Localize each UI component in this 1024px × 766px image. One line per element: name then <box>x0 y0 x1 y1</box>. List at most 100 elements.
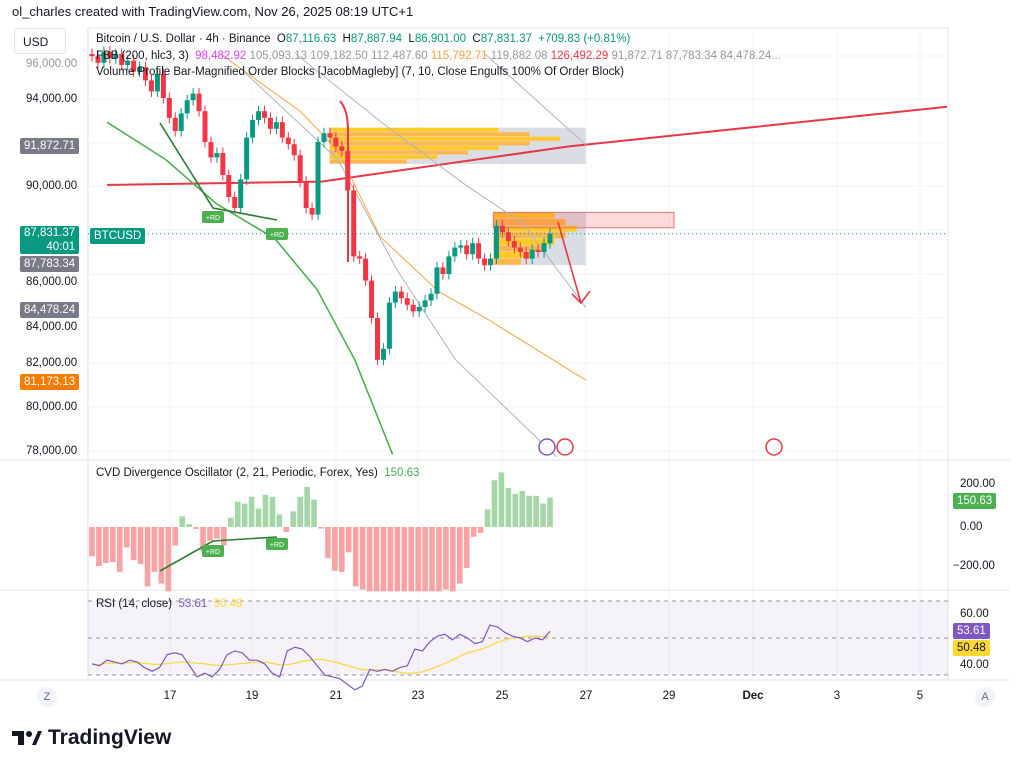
cvd-bar <box>394 527 401 592</box>
cvd-bar <box>498 472 505 527</box>
candle <box>351 190 357 257</box>
rsi-legend[interactable]: RSI (14, close) 53.61 50.48 <box>96 598 242 610</box>
fbb-legend[interactable]: FBB (200, hlc3, 3) 98,482.92 105,093.13 … <box>96 50 781 62</box>
auto-scale-button[interactable]: A <box>975 687 995 707</box>
volume-profile-bar <box>493 258 522 265</box>
candle <box>404 298 410 305</box>
volume-profile-bar <box>329 136 561 141</box>
fbb-value: 105,093.13 <box>249 50 311 62</box>
event-flag-icon <box>765 438 783 456</box>
cvd-bar <box>450 527 456 592</box>
price-tick: 84,000.00 <box>26 321 78 333</box>
cvd-bar <box>512 493 519 527</box>
time-tick: 5 <box>916 690 924 702</box>
candle <box>428 293 434 301</box>
timezone-button[interactable]: Z <box>37 687 57 707</box>
chart-frame <box>87 27 949 681</box>
volume-profile-bar <box>493 219 566 226</box>
cvd-bar <box>436 527 442 592</box>
rsi-badge: 53.61 <box>953 623 990 639</box>
cvd-bar <box>339 527 345 572</box>
orange-band-line <box>220 53 587 381</box>
volume-profile-bar <box>493 238 555 245</box>
tradingview-logo[interactable]: TradingView <box>12 726 171 750</box>
cvd-bar <box>443 527 449 590</box>
rd-label-bg <box>202 545 224 557</box>
price-tick: 78,000.00 <box>26 445 78 457</box>
candle <box>148 80 154 92</box>
candle <box>369 280 375 318</box>
candle <box>131 60 137 72</box>
symbol-title[interactable]: Bitcoin / U.S. Dollar · 4h · Binance <box>96 33 271 45</box>
vp-legend[interactable]: Volume Profile Bar-Magnified Order Block… <box>96 66 624 78</box>
cvd-bar <box>172 527 179 546</box>
price-tick: 94,000.00 <box>26 93 78 105</box>
candle <box>511 241 517 248</box>
rd-label: +RD <box>270 542 284 549</box>
cvd-bar <box>214 527 220 539</box>
candle <box>190 93 196 101</box>
cvd-legend[interactable]: CVD Divergence Oscillator (2, 21, Period… <box>96 467 419 479</box>
event-flag-icon <box>538 438 556 456</box>
candle <box>410 304 416 312</box>
candle <box>160 73 166 98</box>
candle <box>250 120 256 138</box>
time-tick: 21 <box>329 690 343 702</box>
rsi-ma-line <box>91 635 551 675</box>
cvd-bar <box>193 527 199 529</box>
cvd-bar <box>276 514 283 527</box>
rsi-line <box>91 624 551 691</box>
high-value: 87,887.94 <box>350 33 403 45</box>
candle <box>488 258 494 266</box>
cvd-bar <box>227 517 234 527</box>
candle <box>303 181 309 208</box>
candle <box>202 111 208 142</box>
last-price: 87,831.37 <box>24 227 76 239</box>
cvd-bar <box>262 494 269 527</box>
candle <box>261 111 267 118</box>
cvd-bar <box>269 496 276 527</box>
price-tick: 80,000.00 <box>26 401 78 413</box>
cvd-divergence-line <box>159 536 278 572</box>
price-tick: 82,000.00 <box>26 357 78 369</box>
candle <box>154 73 160 92</box>
candle <box>291 144 297 156</box>
time-tick: 25 <box>495 690 509 702</box>
candle <box>357 256 363 259</box>
cvd-bar <box>470 527 477 537</box>
time-tick: 29 <box>662 690 676 702</box>
price-tick: 86,000.00 <box>26 276 78 288</box>
cvd-bar <box>311 499 317 527</box>
open-label: O <box>276 33 286 45</box>
curved-drawing <box>339 100 349 262</box>
candle <box>493 225 499 259</box>
cvd-value: 150.63 <box>384 467 420 479</box>
volume-profile-bar <box>493 212 555 219</box>
fbb-values: 98,482.92 105,093.13 109,182.50 112,487.… <box>195 50 781 62</box>
price-tick: 96,000.00 <box>26 58 78 70</box>
candle <box>166 98 172 118</box>
currency-button[interactable]: USD <box>14 28 66 54</box>
candle <box>321 133 327 142</box>
fbb-value: 126,492.29 <box>550 50 612 62</box>
candle <box>452 247 458 257</box>
cvd-bar <box>304 487 310 527</box>
cvd-tick: −200.00 <box>953 560 995 572</box>
cvd-bar <box>248 496 255 527</box>
cvd-bar <box>380 527 387 592</box>
cvd-bar <box>415 527 421 592</box>
candle <box>547 233 553 244</box>
trendline-red-line <box>106 105 948 186</box>
symbol-tag: BTCUSD <box>90 228 146 244</box>
candle <box>386 302 392 349</box>
candle <box>95 56 101 63</box>
candle <box>380 348 386 360</box>
cvd-bar <box>491 480 498 527</box>
cvd-bar <box>283 527 290 532</box>
time-tick: 27 <box>579 690 593 702</box>
candle <box>392 291 398 303</box>
candle <box>523 252 529 259</box>
cvd-bar <box>408 527 415 592</box>
